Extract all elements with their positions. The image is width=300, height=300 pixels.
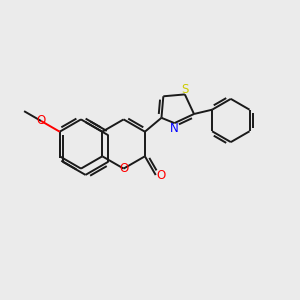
Text: O: O [157,169,166,182]
Text: N: N [170,122,179,135]
Text: O: O [119,162,128,175]
Text: S: S [182,82,189,95]
Text: O: O [36,114,46,128]
